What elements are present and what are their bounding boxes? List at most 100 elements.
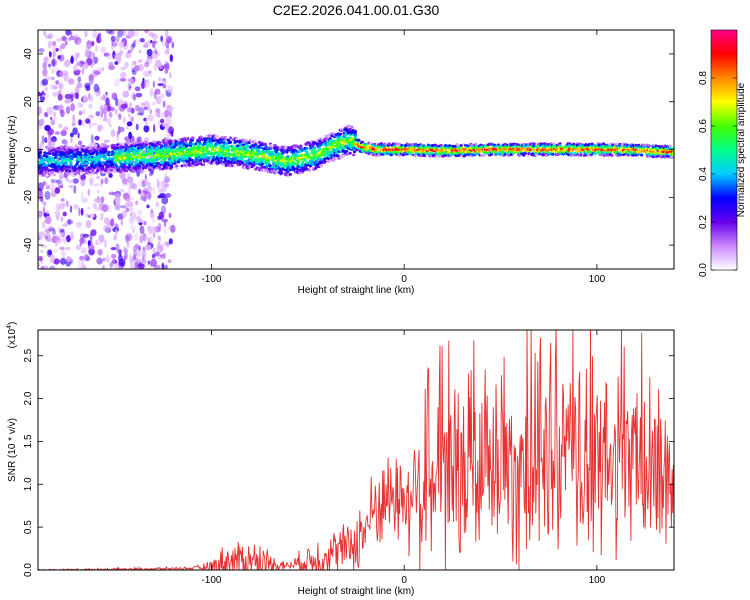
noise-blob: [146, 204, 150, 209]
noise-blob: [142, 178, 145, 185]
noise-blob: [65, 256, 72, 263]
noise-blob: [75, 244, 82, 251]
noise-blob: [88, 103, 93, 109]
noise-blob: [155, 96, 162, 105]
ridge-point: [336, 154, 340, 158]
ridge-point: [73, 172, 77, 176]
noise-blob: [97, 124, 102, 132]
noise-blob: [51, 179, 59, 184]
ridge-point: [62, 151, 66, 155]
ridge-point: [120, 168, 124, 172]
noise-blob: [77, 259, 84, 266]
noise-blob: [65, 200, 69, 207]
ridge-point: [184, 151, 188, 154]
noise-blob: [93, 56, 99, 64]
noise-blob: [60, 109, 65, 118]
noise-blob: [72, 114, 76, 123]
ridge-point: [101, 164, 105, 168]
noise-blob: [108, 173, 113, 178]
snr-frame: [37, 329, 675, 571]
noise-blob: [58, 123, 63, 129]
ridge-point: [81, 164, 85, 168]
noise-blob: [110, 218, 115, 227]
ridge-point: [286, 155, 290, 158]
noise-blob: [61, 35, 67, 42]
noise-blob: [144, 30, 149, 34]
ridge-point: [52, 153, 56, 157]
noise-blob: [80, 207, 84, 216]
noise-blob: [147, 104, 151, 111]
ridge-point: [239, 150, 243, 154]
ridge-point: [263, 143, 267, 146]
noise-blob: [81, 197, 89, 204]
ridge-point: [304, 165, 308, 169]
ridge-point: [167, 163, 171, 167]
noise-blob: [50, 116, 53, 120]
noise-blob: [135, 123, 139, 131]
noise-blob: [52, 50, 56, 57]
noise-blob: [38, 142, 41, 147]
noise-blob: [87, 244, 95, 250]
ridge-point: [579, 151, 583, 155]
ridge-point: [78, 152, 83, 155]
noise-blob: [61, 70, 69, 76]
colorbar: [710, 29, 738, 271]
noise-blob: [87, 206, 91, 211]
ridge-point: [77, 155, 81, 159]
noise-blob: [141, 81, 145, 89]
noise-blob: [96, 36, 102, 44]
ridge-point: [143, 166, 148, 170]
noise-blob: [106, 253, 110, 261]
noise-blob: [43, 56, 49, 64]
noise-blob: [104, 177, 109, 185]
noise-blob: [134, 86, 141, 92]
noise-blob: [110, 45, 115, 51]
noise-blob: [57, 93, 63, 101]
ridge-point: [85, 162, 89, 165]
noise-blob: [149, 109, 152, 114]
ridge-point: [70, 146, 74, 150]
colorbar-tick-label: 0.0: [698, 263, 709, 277]
y-tick-label: -20: [23, 190, 34, 205]
ridge-point: [316, 142, 320, 145]
noise-blob: [55, 203, 61, 212]
noise-blob: [49, 265, 56, 269]
noise-blob: [86, 40, 92, 49]
noise-blob: [43, 30, 46, 36]
noise-blob: [92, 202, 97, 209]
noise-blob: [163, 64, 168, 69]
ridge-point: [290, 159, 294, 163]
ridge-point: [243, 151, 247, 155]
noise-blob: [133, 39, 136, 45]
noise-blob: [73, 34, 79, 39]
noise-blob: [100, 178, 104, 185]
noise-blob: [114, 108, 118, 115]
noise-blob: [128, 113, 131, 118]
noise-blob: [71, 122, 76, 126]
ridge-point: [269, 144, 273, 147]
noise-blob: [143, 221, 147, 226]
noise-blob: [82, 174, 86, 180]
ridge-point: [657, 151, 661, 155]
noise-blob: [110, 106, 115, 112]
noise-blob: [159, 93, 165, 99]
ridge-point: [233, 165, 237, 169]
noise-blob: [49, 182, 56, 192]
noise-blob: [59, 246, 65, 250]
ridge-point: [44, 163, 48, 167]
noise-blob: [118, 258, 126, 267]
ridge-point: [117, 165, 121, 169]
noise-blob: [46, 106, 54, 116]
noise-blob: [103, 139, 110, 143]
noise-blob: [169, 110, 172, 118]
noise-blob: [98, 234, 105, 243]
ridge-point: [558, 142, 562, 146]
spectrogram-y-axis-label: Frequency (Hz): [7, 116, 18, 185]
ridge-point: [637, 150, 641, 154]
noise-blob: [88, 94, 94, 103]
ridge-point: [223, 135, 227, 139]
noise-blob: [45, 226, 52, 230]
noise-blob: [62, 211, 67, 217]
noise-blob: [65, 106, 71, 115]
noise-blob: [114, 196, 121, 206]
